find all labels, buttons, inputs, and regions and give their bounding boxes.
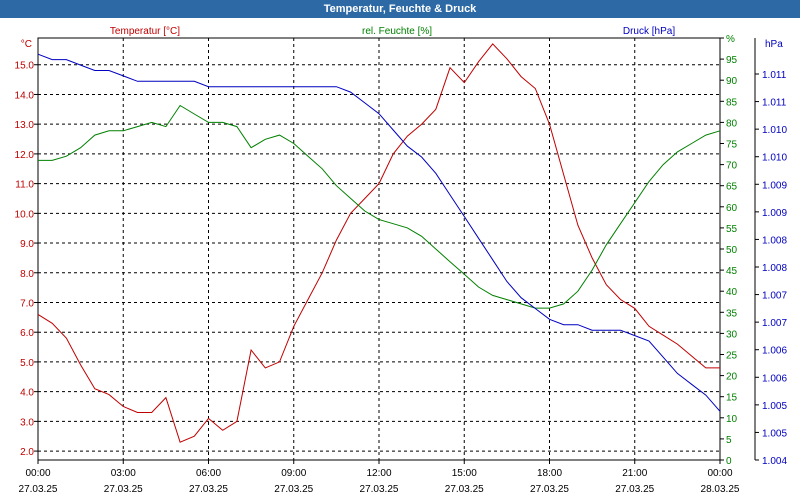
pressure-tick-label: 1.011 — [762, 98, 787, 109]
x-tick-time: 12:00 — [366, 468, 391, 479]
x-tick-date: 27.03.25 — [530, 484, 569, 495]
series-line-humidity — [38, 104, 721, 309]
temperature-tick-label: 9.0 — [20, 239, 34, 250]
temperature-tick-label: 11.0 — [15, 180, 34, 191]
humidity-tick-label: 95 — [726, 55, 738, 66]
pressure-tick-label: 1.011 — [762, 70, 787, 81]
pressure-tick-label: 1.006 — [762, 373, 787, 384]
pressure-tick-label: 1.009 — [762, 180, 787, 191]
humidity-tick-label: 85 — [726, 97, 738, 108]
x-tick-date: 27.03.25 — [274, 484, 313, 495]
pressure-tick-label: 1.005 — [762, 428, 787, 439]
pressure-tick-label: 1.004 — [762, 456, 787, 467]
pressure-tick-label: 1.008 — [762, 235, 787, 246]
humidity-tick-label: % — [726, 34, 735, 45]
pressure-tick-label: 1.010 — [762, 125, 787, 136]
temperature-tick-label: 7.0 — [20, 298, 34, 309]
temperature-tick-label: 12.0 — [15, 150, 35, 161]
x-tick-time: 00:00 — [707, 468, 732, 479]
temperature-tick-label: 10.0 — [15, 209, 35, 220]
pressure-axis-unit: hPa — [765, 39, 783, 50]
humidity-tick-label: 50 — [726, 245, 738, 256]
pressure-axis-label: Druck [hPa] — [623, 26, 675, 37]
temperature-tick-label: 5.0 — [20, 358, 34, 369]
humidity-tick-label: 55 — [726, 224, 738, 235]
x-tick-time: 21:00 — [622, 468, 647, 479]
humidity-tick-label: 35 — [726, 308, 738, 319]
pressure-tick-label: 1.005 — [762, 401, 787, 412]
humidity-tick-label: 65 — [726, 182, 738, 193]
x-tick-date: 27.03.25 — [615, 484, 654, 495]
humidity-tick-label: 15 — [726, 393, 738, 404]
x-tick-date: 27.03.25 — [189, 484, 228, 495]
x-tick-time: 03:00 — [111, 468, 136, 479]
x-tick-time: 00:00 — [25, 468, 50, 479]
x-tick-date: 27.03.25 — [445, 484, 484, 495]
humidity-tick-label: 5 — [726, 435, 732, 446]
pressure-tick-label: 1.008 — [762, 263, 787, 274]
temperature-tick-label: 2.0 — [20, 447, 34, 458]
grid — [38, 38, 720, 460]
series — [37, 43, 721, 443]
series-line-temperature — [37, 43, 720, 443]
x-tick-time: 06:00 — [196, 468, 221, 479]
humidity-tick-label: 30 — [726, 329, 738, 340]
x-tick-date: 27.03.25 — [360, 484, 399, 495]
humidity-tick-label: 10 — [726, 414, 738, 425]
humidity-tick-label: 40 — [726, 287, 738, 298]
chart-title: Temperatur, Feuchte & Druck — [0, 0, 800, 18]
humidity-tick-label: 60 — [726, 203, 738, 214]
humidity-tick-label: 0 — [726, 456, 732, 467]
pressure-tick-label: 1.007 — [762, 291, 787, 302]
temperature-tick-label: 14.0 — [15, 90, 35, 101]
humidity-axis-label: rel. Feuchte [%] — [362, 26, 432, 37]
x-tick-time: 18:00 — [537, 468, 562, 479]
humidity-tick-label: 90 — [726, 76, 738, 87]
temperature-tick-label: 13.0 — [15, 120, 35, 131]
temperature-tick-label: 3.0 — [20, 417, 34, 428]
ticks: 00:00 27.03.25 03:00 27.03.25 06:00 27.03.25 0… — [15, 34, 788, 495]
x-tick-time: 09:00 — [281, 468, 306, 479]
temperature-axis-label: Temperatur [°C] — [110, 26, 180, 37]
humidity-tick-label: 75 — [726, 140, 738, 151]
pressure-tick-label: 1.010 — [762, 153, 787, 164]
pressure-tick-label: 1.007 — [762, 318, 787, 329]
x-tick-date: 27.03.25 — [104, 484, 143, 495]
x-tick-date: 27.03.25 — [19, 484, 58, 495]
humidity-tick-label: 25 — [726, 351, 738, 362]
humidity-tick-label: 45 — [726, 266, 738, 277]
humidity-tick-label: 70 — [726, 161, 738, 172]
series-line-pressure — [37, 53, 721, 412]
humidity-tick-label: 20 — [726, 372, 738, 383]
humidity-tick-label: 80 — [726, 118, 738, 129]
pressure-tick-label: 1.009 — [762, 208, 787, 219]
x-tick-date: 28.03.25 — [701, 484, 740, 495]
pressure-tick-label: 1.006 — [762, 346, 787, 357]
temperature-tick-label: 15.0 — [15, 61, 35, 72]
temperature-tick-label: 8.0 — [20, 269, 34, 280]
temperature-tick-label: 6.0 — [20, 328, 34, 339]
x-tick-time: 15:00 — [452, 468, 477, 479]
temperature-tick-label: 4.0 — [20, 388, 34, 399]
temperature-axis-unit: °C — [21, 39, 32, 50]
